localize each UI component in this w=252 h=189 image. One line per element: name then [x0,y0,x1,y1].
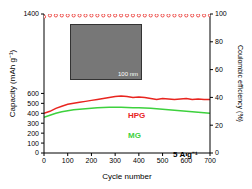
html-text:100 nm: 100 nm [118,71,138,77]
svg-text:700: 700 [204,157,216,164]
svg-text:600: 600 [27,90,39,97]
svg-text:20: 20 [215,122,223,129]
svg-text:0: 0 [42,157,46,164]
svg-text:300: 300 [109,157,121,164]
svg-text:Cycle number: Cycle number [102,172,152,181]
svg-text:400: 400 [27,110,39,117]
svg-text:1400: 1400 [23,10,39,17]
svg-text:40: 40 [215,94,223,101]
svg-text:500: 500 [27,100,39,107]
svg-text:0: 0 [215,149,219,156]
svg-text:0: 0 [35,149,39,156]
svg-text:100: 100 [62,157,74,164]
svg-text:Coulombic efficiency (%): Coulombic efficiency (%) [236,45,244,122]
svg-text:500: 500 [157,157,169,164]
svg-text:300: 300 [27,120,39,127]
html-text:HPG: HPG [128,111,146,120]
html-text:5 A g⁻¹: 5 A g⁻¹ [173,150,198,159]
svg-text:600: 600 [180,157,193,164]
svg-text:60: 60 [215,66,223,73]
svg-text:100: 100 [215,10,227,17]
svg-text:Capacity (mAh g⁻¹): Capacity (mAh g⁻¹) [8,49,17,117]
svg-text:400: 400 [133,157,145,164]
svg-text:200: 200 [27,130,39,137]
html-text:MG: MG [128,131,141,140]
svg-text:100: 100 [27,140,39,147]
svg-text:200: 200 [86,157,98,164]
svg-text:80: 80 [215,38,223,45]
